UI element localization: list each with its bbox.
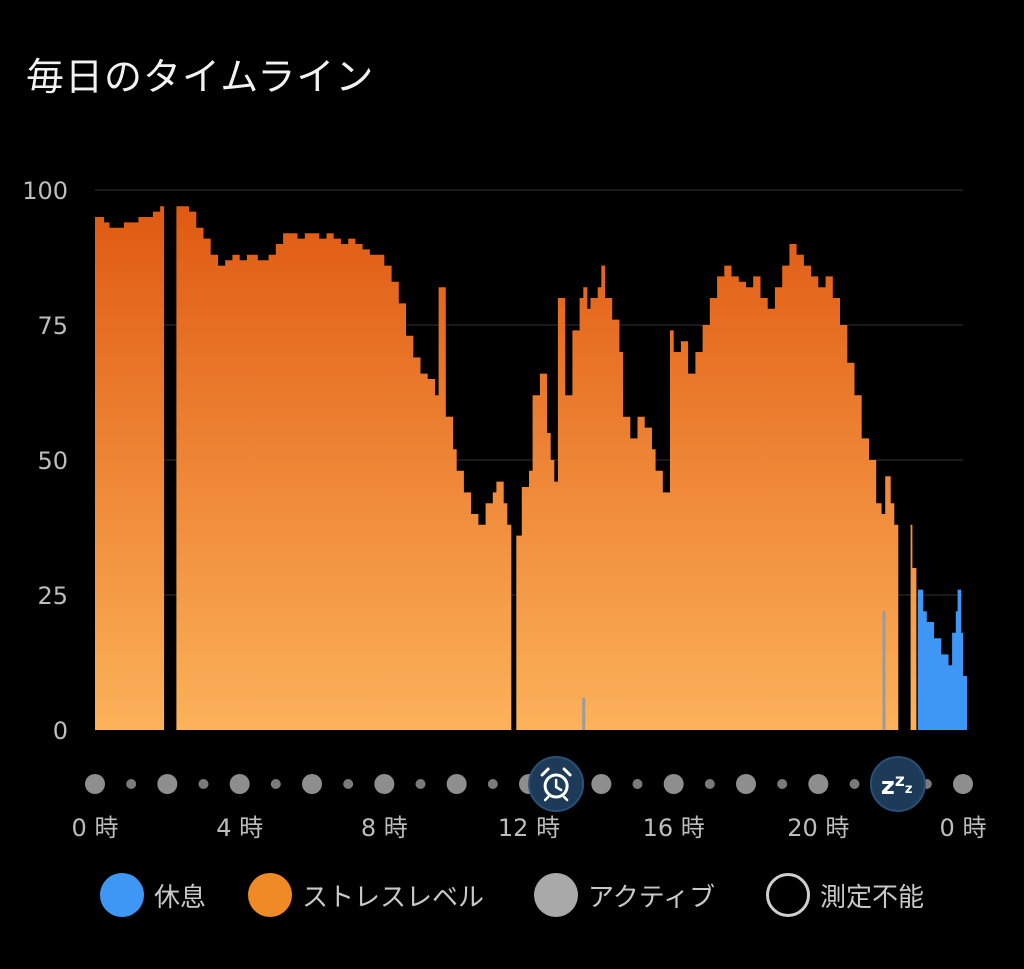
x-tick-label: 0 時 (940, 814, 987, 842)
x-axis-ticks: 0 時 4 時 8 時 12 時 16 時 20 時 0 時 (72, 814, 987, 842)
legend: 休息 ストレスレベル アクティブ 測定不能 (0, 870, 1024, 920)
clock-hands (554, 778, 563, 792)
clock-legs (543, 795, 569, 802)
series-area (585, 244, 886, 730)
x-tick-label: 16 時 (643, 814, 705, 842)
timeline-dot (849, 779, 860, 789)
legend-item-active: アクティブ (534, 870, 715, 920)
y-axis-ticks: 0 25 50 75 100 (22, 177, 68, 745)
x-tick-label: 20 時 (787, 814, 849, 842)
x-tick-label: 8 時 (361, 814, 408, 842)
timeline-dot (198, 779, 209, 789)
timeline-dot (157, 774, 178, 794)
legend-item-unmeasurable: 測定不能 (766, 870, 924, 920)
timeline-dot (126, 779, 137, 789)
series-area (885, 476, 899, 730)
series-area (917, 589, 967, 730)
timeline-dot (487, 779, 498, 789)
y-tick-label: 75 (37, 312, 68, 340)
timeline-dot (663, 774, 684, 794)
chart-areas (95, 206, 967, 730)
sleep-z-small: z (905, 782, 913, 797)
y-tick-label: 100 (22, 177, 68, 205)
timeline-dot (632, 779, 643, 789)
timeline-dot (736, 774, 756, 794)
rest-swatch-icon (100, 873, 144, 917)
legend-label: ストレスレベル (302, 882, 485, 913)
series-area (516, 373, 559, 730)
legend-label: 休息 (154, 882, 207, 913)
timeline-dot (808, 774, 829, 794)
alarm-icon (528, 756, 585, 812)
x-tick-label: 0 時 (72, 814, 119, 842)
timeline-dot (704, 779, 715, 789)
timeline-dot (953, 774, 973, 794)
timeline-dot (302, 774, 322, 794)
x-tick-label: 4 時 (216, 814, 263, 842)
series-area (910, 524, 917, 730)
series-area (176, 206, 450, 730)
clock-bell-left (540, 767, 550, 777)
timeline-dot (85, 774, 105, 794)
clock-face (543, 773, 569, 799)
series-mark (582, 697, 586, 730)
timeline-dot (446, 774, 467, 794)
legend-label: 測定不能 (820, 882, 925, 913)
series-area (95, 206, 165, 730)
y-tick-label: 25 (37, 582, 68, 610)
timeline-dot (229, 774, 250, 794)
unmeasurable-swatch-icon (766, 873, 810, 917)
timeline-dot (415, 779, 426, 789)
y-tick-label: 50 (37, 447, 68, 475)
timeline-dot (270, 779, 281, 789)
marker-bg (869, 756, 926, 812)
active-swatch-icon (534, 873, 578, 917)
series-mark (882, 611, 886, 730)
x-tick-label: 12 時 (498, 814, 560, 842)
stress-swatch-icon (248, 873, 292, 917)
sleep-z-medium: z (895, 771, 905, 791)
y-tick-label: 0 (53, 717, 68, 745)
series-area (447, 416, 512, 730)
timeline-dot (343, 779, 354, 789)
timeline-dot (591, 774, 612, 794)
legend-item-rest: 休息 (100, 870, 206, 920)
timeline-dot (374, 774, 395, 794)
clock-bell-right (562, 767, 572, 777)
legend-item-stress: ストレスレベル (248, 870, 484, 920)
timeline-dot (777, 779, 788, 789)
legend-label: アクティブ (588, 882, 716, 913)
series-area (557, 287, 588, 730)
sleep-z-large: z (881, 772, 895, 800)
chart-title: 毎日のタイムライン (26, 55, 375, 99)
